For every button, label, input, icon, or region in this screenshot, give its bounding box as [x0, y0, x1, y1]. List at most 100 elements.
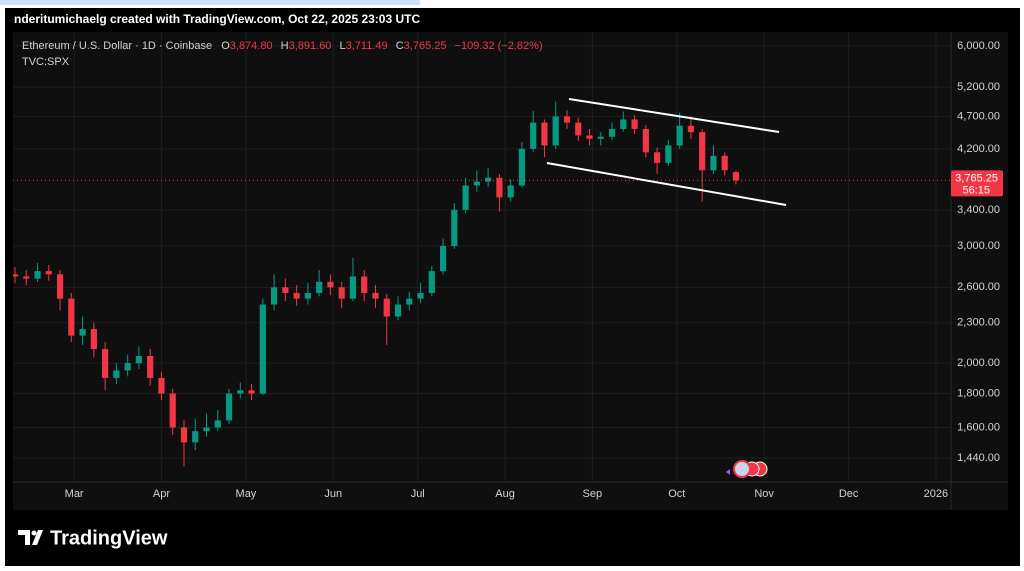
candle-body: [169, 393, 176, 428]
candle-body: [203, 427, 210, 432]
y-tick-label: 3,400.00: [957, 204, 1000, 216]
x-tick-label: Mar: [65, 488, 84, 500]
x-tick-label: 2026: [924, 488, 948, 500]
legend: Ethereum / U.S. Dollar · 1D · Coinbase O…: [22, 40, 543, 52]
candle-body: [394, 304, 402, 317]
countdown: 56:15: [962, 184, 990, 196]
y-tick-label: 2,000.00: [957, 357, 1000, 369]
overlay-symbol: TVC:SPX: [22, 56, 70, 68]
candle-body: [68, 298, 75, 336]
candle-body: [552, 116, 559, 146]
candle-body: [586, 135, 593, 139]
candle-body: [56, 274, 64, 299]
x-tick-label: Jul: [411, 488, 425, 500]
x-tick-label: Dec: [839, 488, 859, 500]
top-strip: [0, 0, 420, 5]
ohlc-value: 3,891.60: [289, 40, 332, 52]
last-price-tag: [951, 170, 1003, 197]
y-tick-label: 2,300.00: [957, 317, 1000, 329]
x-tick-label: Sep: [583, 488, 603, 500]
y-tick-label: 1,600.00: [957, 421, 1000, 433]
y-tick-label: 1,800.00: [957, 387, 1000, 399]
candle-body: [372, 292, 379, 299]
candle-body: [90, 329, 97, 350]
candle-body: [428, 271, 435, 293]
ohlc-value: 3,765.25: [404, 40, 447, 52]
candle-body: [439, 246, 447, 272]
candle-body: [676, 125, 683, 146]
candle-body: [485, 177, 492, 182]
ohlc-value: 3,874.80: [230, 40, 273, 52]
candle-body: [349, 276, 357, 299]
y-tick-label: 1,440.00: [957, 452, 1000, 464]
ohlc-key: H: [281, 40, 289, 52]
channel-upper: [568, 98, 780, 133]
x-tick-label: May: [236, 488, 257, 500]
candle-body: [665, 145, 672, 163]
candle-body: [327, 281, 334, 288]
ohlc-key: O: [221, 40, 230, 52]
candle-body: [135, 355, 143, 364]
x-tick-label: Jun: [324, 488, 342, 500]
candle-body: [23, 276, 30, 279]
candle-body: [406, 298, 413, 305]
channel-lower: [546, 162, 787, 206]
candle-body: [34, 271, 41, 279]
candle-body: [608, 128, 616, 137]
candle-body: [563, 116, 571, 123]
y-tick-label: 3,000.00: [957, 240, 1000, 252]
candle-body: [259, 304, 266, 394]
candle-body: [147, 355, 154, 378]
candle-body: [518, 148, 526, 186]
candle-body: [631, 119, 638, 129]
candle-body: [180, 427, 188, 443]
candle-body: [496, 177, 503, 198]
candle-body: [417, 292, 424, 299]
candle-body: [383, 298, 390, 317]
candle-body: [113, 370, 120, 378]
y-tick-label: 6,000.00: [957, 40, 1000, 52]
plot: [13, 101, 951, 467]
credit: nderitumichaelg created with TradingView…: [14, 12, 420, 26]
grid: [13, 32, 951, 482]
candle-body: [316, 281, 323, 293]
candle-body: [192, 431, 199, 443]
candle-body: [687, 125, 695, 133]
candle-body: [102, 349, 109, 378]
candle-body: [158, 377, 165, 394]
candle-body: [530, 122, 537, 149]
candle-body: [13, 274, 19, 277]
x-tick-label: Nov: [754, 488, 774, 500]
x-tick-label: Oct: [668, 488, 685, 500]
event-icons: [726, 460, 768, 478]
candle-body: [541, 122, 548, 146]
candle-body: [282, 287, 289, 293]
candle-body: [338, 287, 345, 299]
y-tick-label: 4,700.00: [957, 110, 1000, 122]
candle-body: [79, 329, 86, 336]
x-tick-label: Apr: [153, 488, 170, 500]
candle-body: [214, 420, 221, 428]
y-tick-label: 5,200.00: [957, 81, 1000, 93]
candle-body: [642, 128, 649, 153]
candle-body: [507, 185, 514, 198]
chart-panel: [13, 32, 1008, 510]
candle-body: [473, 181, 480, 186]
candle-body: [597, 136, 604, 139]
candle-body: [225, 393, 233, 421]
candle-body: [710, 155, 717, 171]
legend-title: Ethereum / U.S. Dollar · 1D · Coinbase: [22, 40, 212, 52]
y-tick-label: 4,200.00: [957, 143, 1000, 155]
candle-body: [654, 152, 661, 163]
candle-body: [620, 119, 627, 129]
logo: TradingView: [18, 527, 168, 549]
candle-body: [721, 155, 728, 171]
last-price-label: 3,765.25: [955, 172, 998, 184]
change: −109.32 (−2.82%): [455, 40, 543, 52]
candle-body: [293, 292, 300, 299]
candle-body: [361, 276, 368, 293]
ohlc-key: L: [340, 40, 346, 52]
candle-body: [304, 292, 311, 299]
